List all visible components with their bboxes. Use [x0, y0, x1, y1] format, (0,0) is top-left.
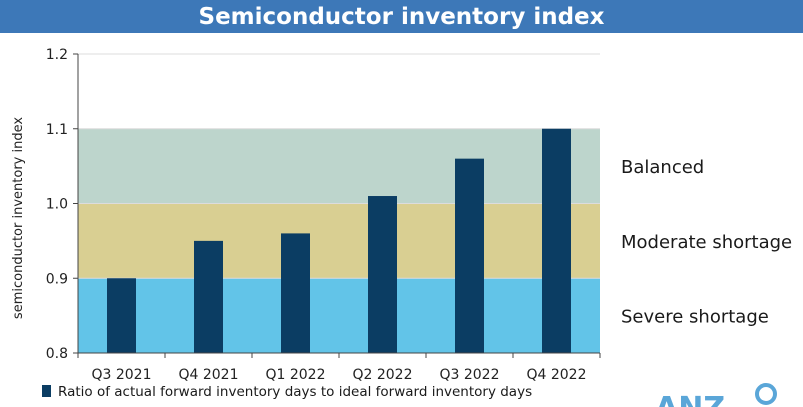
y-tick-label: 1.2	[46, 47, 68, 63]
x-tick-label: Q2 2022	[352, 367, 412, 383]
band-labels: Severe shortage Moderate shortage Balanced	[621, 157, 792, 328]
x-tick-label: Q1 2022	[265, 367, 325, 383]
band-label-severe-shortage: Severe shortage	[621, 307, 769, 328]
bar-q1-2022	[281, 233, 310, 353]
bar-q2-2022	[368, 196, 397, 353]
legend-label: Ratio of actual forward inventory days t…	[58, 384, 532, 400]
x-tick-labels: Q3 2021 Q4 2021 Q1 2022 Q2 2022 Q3 2022 Q4 20…	[91, 367, 586, 383]
anz-logo: ANZ	[655, 383, 777, 407]
x-tick-label: Q4 2021	[178, 367, 238, 383]
chart-title: Semiconductor inventory index	[198, 3, 605, 30]
shaded-bands	[78, 128, 600, 353]
x-tick-label: Q3 2021	[91, 367, 151, 383]
axes	[73, 53, 601, 358]
bar-q3-2022	[455, 158, 484, 353]
y-tick-label: 0.9	[46, 271, 68, 287]
y-axis-label: semiconductor inventory index	[11, 117, 26, 319]
band-balanced	[78, 128, 600, 204]
y-tick-labels: 0.8 0.9 1.0 1.1 1.2	[46, 47, 68, 362]
gridlines	[78, 53, 600, 279]
band-label-balanced: Balanced	[621, 157, 704, 178]
x-tick-label: Q3 2022	[439, 367, 499, 383]
bar-q4-2021	[194, 240, 223, 353]
bar-q3-2021	[107, 278, 136, 353]
band-severe-shortage	[78, 278, 600, 353]
band-moderate-shortage	[78, 203, 600, 279]
bar-q4-2022	[542, 128, 571, 353]
y-tick-label: 1.0	[46, 197, 68, 213]
legend: Ratio of actual forward inventory days t…	[42, 384, 532, 400]
y-tick-label: 0.8	[46, 346, 68, 362]
x-tick-label: Q4 2022	[526, 367, 586, 383]
title-bar: Semiconductor inventory index	[0, 0, 803, 33]
anz-logo-text: ANZ	[655, 391, 725, 407]
anz-logo-figure-icon	[755, 383, 777, 405]
legend-swatch	[42, 385, 51, 397]
bars	[107, 128, 571, 353]
y-tick-label: 1.1	[46, 122, 68, 138]
band-label-moderate-shortage: Moderate shortage	[621, 232, 792, 253]
